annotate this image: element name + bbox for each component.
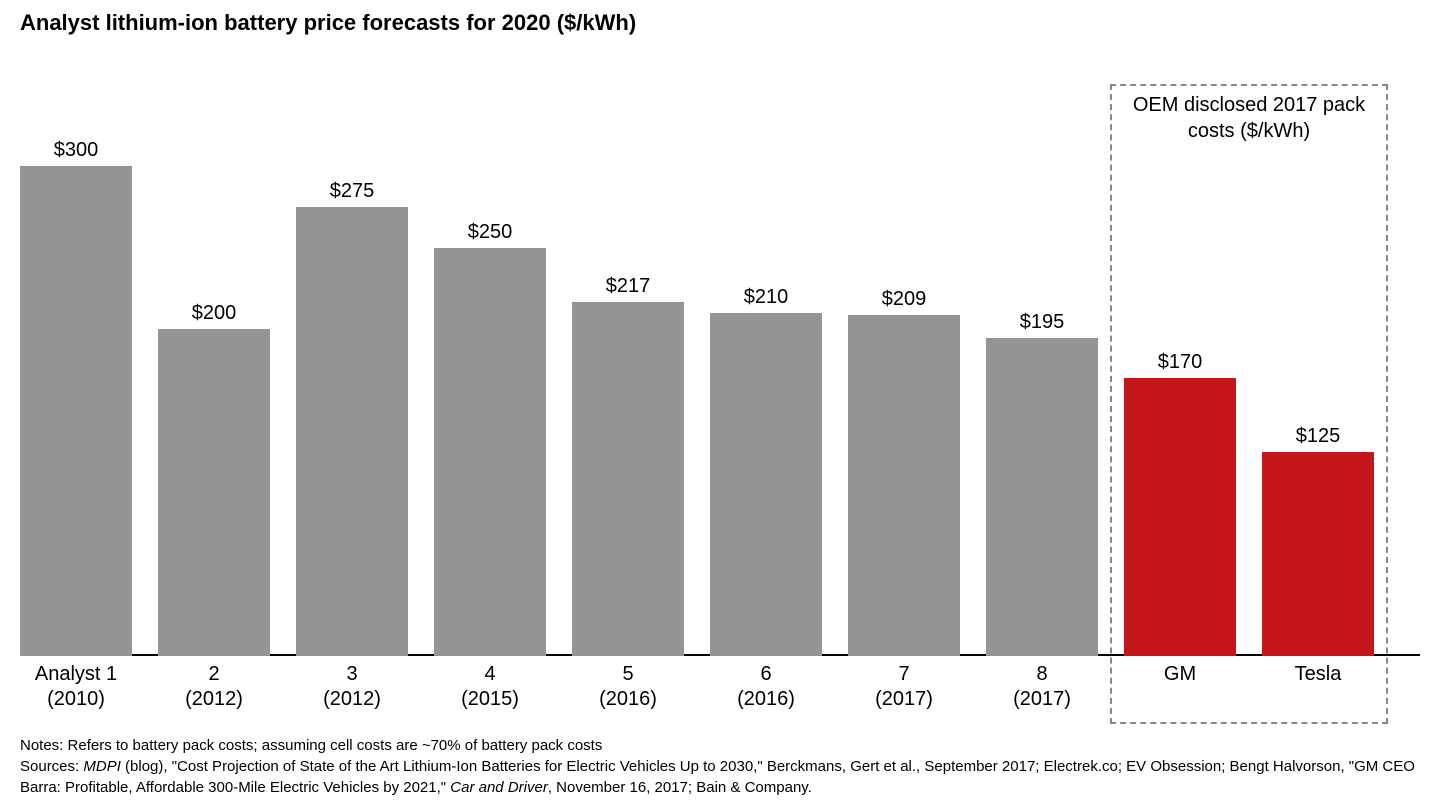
bar-a1 <box>20 166 132 656</box>
x-axis-labels: Analyst 1(2010)2(2012)3(2012)4(2015)5(20… <box>20 662 1420 722</box>
bar-a5 <box>572 302 684 656</box>
bar-value-gm: $170 <box>1124 351 1236 374</box>
source-italic-1: MDPI <box>83 758 121 775</box>
footer-sources: Sources: MDPI (blog), "Cost Projection o… <box>20 756 1420 798</box>
bar-value-a6: $210 <box>710 286 822 309</box>
bar-gm <box>1124 378 1236 656</box>
bar-value-a1: $300 <box>20 139 132 162</box>
x-label-a4: 4(2015) <box>424 662 556 712</box>
bar-a6 <box>710 313 822 656</box>
x-label-a8: 8(2017) <box>976 662 1108 712</box>
bar-value-a5: $217 <box>572 275 684 298</box>
x-label-a5: 5(2016) <box>562 662 694 712</box>
bar-value-tesla: $125 <box>1262 425 1374 448</box>
bar-a7 <box>848 315 960 656</box>
footer-notes: Notes: Refers to battery pack costs; ass… <box>20 735 1420 756</box>
bar-value-a7: $209 <box>848 288 960 311</box>
bar-tesla <box>1262 452 1374 656</box>
x-label-a1: Analyst 1(2010) <box>10 662 142 712</box>
chart-footer: Notes: Refers to battery pack costs; ass… <box>20 735 1420 798</box>
source-italic-2: Car and Driver <box>450 779 548 796</box>
x-label-a2: 2(2012) <box>148 662 280 712</box>
bar-a8 <box>986 338 1098 657</box>
bar-value-a3: $275 <box>296 180 408 203</box>
source-text-2: , November 16, 2017; Bain & Company. <box>548 779 812 796</box>
bar-value-a8: $195 <box>986 311 1098 334</box>
sources-prefix: Sources: <box>20 758 83 775</box>
bar-a4 <box>434 248 546 656</box>
oem-callout-title: OEM disclosed 2017 pack costs ($/kWh) <box>1118 92 1380 144</box>
bar-a2 <box>158 329 270 656</box>
x-label-gm: GM <box>1114 662 1246 687</box>
x-label-a7: 7(2017) <box>838 662 970 712</box>
chart-title: Analyst lithium-ion battery price foreca… <box>20 10 1420 36</box>
x-label-tesla: Tesla <box>1252 662 1384 687</box>
bar-a3 <box>296 207 408 656</box>
x-label-a3: 3(2012) <box>286 662 418 712</box>
bar-value-a2: $200 <box>158 302 270 325</box>
bar-chart: OEM disclosed 2017 pack costs ($/kWh) $3… <box>20 96 1420 656</box>
chart-container: Analyst lithium-ion battery price foreca… <box>0 0 1440 810</box>
bar-value-a4: $250 <box>434 221 546 244</box>
x-label-a6: 6(2016) <box>700 662 832 712</box>
